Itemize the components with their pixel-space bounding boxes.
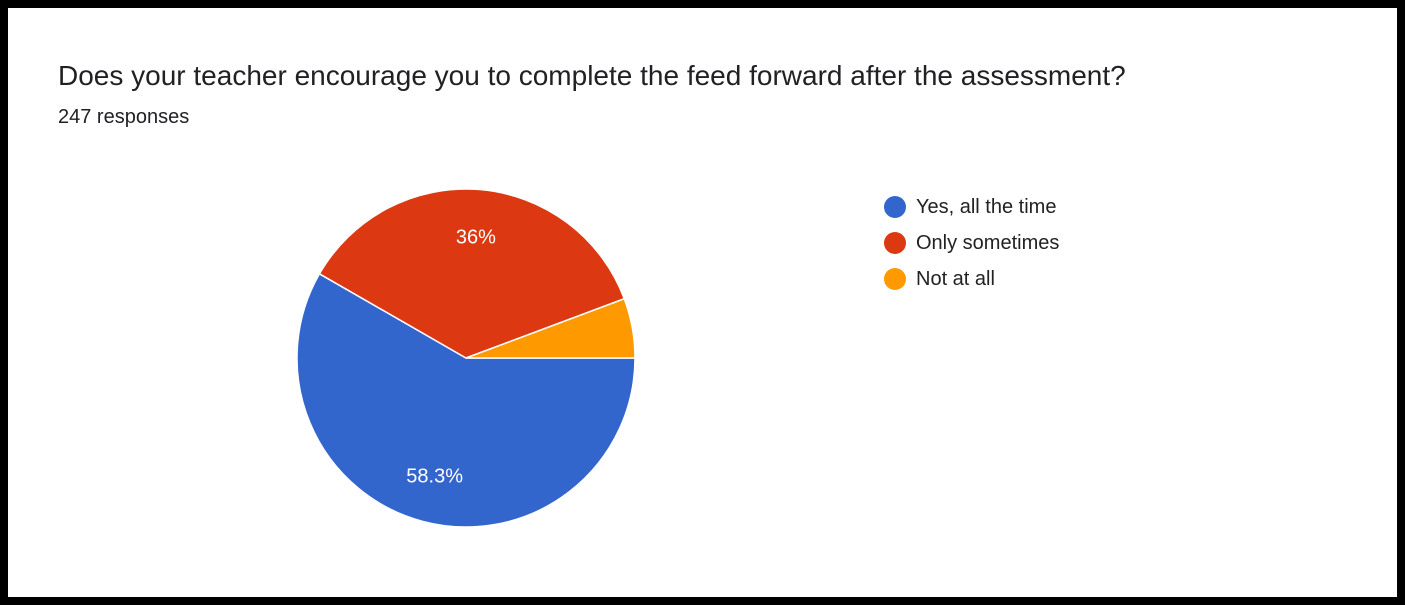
pie-slice-yes-all-the-time[interactable] (296, 272, 636, 528)
legend-label: Yes, all the time (916, 195, 1057, 218)
legend-label: Only sometimes (916, 231, 1060, 254)
pie-slice-only-sometimes[interactable] (318, 188, 626, 359)
legend-swatch-yes-all-the-time (884, 196, 906, 218)
legend-label: Not at all (916, 267, 995, 290)
response-count: 247 responses (58, 106, 190, 128)
chart-title: Does your teacher encourage you to compl… (58, 60, 1126, 91)
legend-swatch-not-at-all (884, 268, 906, 290)
legend-item-not-at-all[interactable]: Not at all (884, 261, 1059, 297)
slice-label-yes-all-the-time: 58.3% (406, 466, 463, 488)
pie-chart: 58.3% 36% (296, 188, 636, 528)
slice-label-only-sometimes: 36% (456, 227, 496, 249)
legend-item-only-sometimes[interactable]: Only sometimes (884, 225, 1059, 261)
legend-swatch-only-sometimes (884, 232, 906, 254)
pie-slice-not-at-all[interactable] (465, 297, 636, 359)
legend-item-yes-all-the-time[interactable]: Yes, all the time (884, 189, 1059, 225)
chart-legend: Yes, all the time Only sometimes Not at … (884, 189, 1059, 297)
